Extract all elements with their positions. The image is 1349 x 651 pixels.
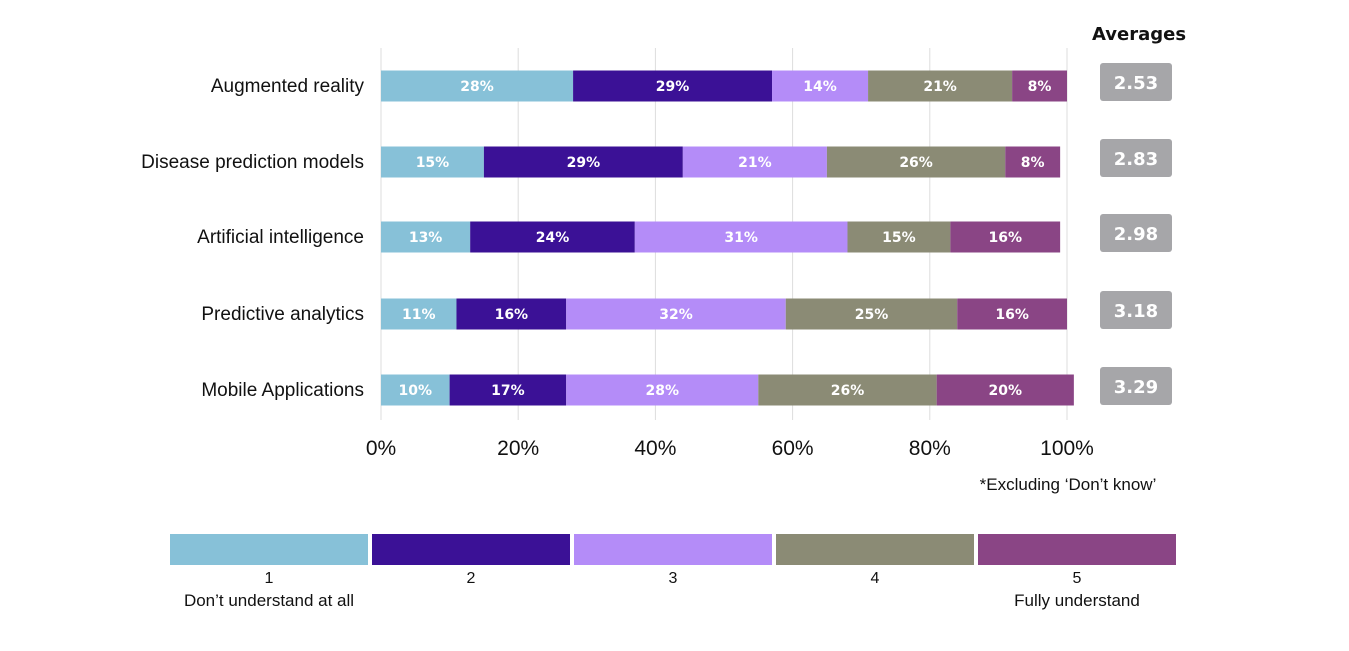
averages-column: 2.53 2.83 2.98 3.18 3.29 (1100, 63, 1172, 405)
legend-swatch (372, 534, 570, 565)
average-value: 3.29 (1114, 377, 1158, 398)
legend-label: 2 (467, 570, 476, 587)
category-label: Augmented reality (211, 76, 365, 97)
bar-segment (1005, 146, 1061, 178)
bar-segment (573, 70, 773, 102)
bar-segment (456, 298, 567, 330)
data-label: 13% (409, 230, 443, 246)
data-label: 16% (495, 307, 529, 323)
data-label: 25% (855, 307, 889, 323)
legend-swatch (170, 534, 368, 565)
legend-high-label: Fully understand (1014, 591, 1140, 610)
legend-label: 4 (871, 570, 880, 587)
x-axis-ticks: 0% 20% 40% 60% 80% 100% (366, 437, 1094, 460)
average-box (1100, 291, 1172, 329)
data-label: 10% (399, 383, 433, 399)
category-label: Disease prediction models (141, 152, 364, 173)
legend-label: 1 (265, 570, 274, 587)
data-label: 31% (724, 230, 758, 246)
average-box (1100, 367, 1172, 405)
data-label: 8% (1021, 155, 1045, 171)
data-label: 21% (923, 79, 957, 95)
bar-segment (566, 298, 786, 330)
legend-label: 5 (1073, 570, 1082, 587)
bar-segment (381, 146, 484, 178)
footnote: *Excluding ‘Don’t know’ (980, 475, 1157, 494)
x-tick-label: 0% (366, 437, 396, 460)
bar-segment (634, 221, 848, 253)
x-tick-label: 80% (909, 437, 951, 460)
bar-segment (868, 70, 1013, 102)
bar-segment (449, 374, 567, 406)
x-tick-label: 100% (1040, 437, 1094, 460)
average-value: 2.53 (1114, 73, 1158, 94)
data-label: 16% (995, 307, 1029, 323)
averages-title: Averages (1092, 24, 1186, 45)
data-label: 29% (656, 79, 690, 95)
average-value: 2.83 (1114, 149, 1158, 170)
data-label: 28% (460, 79, 494, 95)
bars: 28% 29% 14% 21% 8% 15% 29% 21% 26% 8% 13% 24% 31% 15%… (381, 70, 1074, 406)
data-label: 21% (738, 155, 772, 171)
legend-swatch (776, 534, 974, 565)
legend-label: 3 (669, 570, 678, 587)
data-label: 8% (1028, 79, 1052, 95)
average-value: 2.98 (1114, 224, 1158, 245)
data-label: 28% (646, 383, 680, 399)
average-box (1100, 63, 1172, 101)
category-labels: Augmented reality Disease prediction mode… (141, 76, 364, 401)
x-tick-label: 20% (497, 437, 539, 460)
bar-segment (826, 146, 1006, 178)
legend: 1 2 3 4 5 (170, 534, 1176, 587)
bar-segment (1012, 70, 1067, 102)
data-label: 11% (402, 307, 436, 323)
bar-segment (785, 298, 958, 330)
bar-segment (566, 374, 759, 406)
data-label: 15% (882, 230, 916, 246)
data-label: 15% (416, 155, 450, 171)
data-label: 26% (831, 383, 865, 399)
bar-segment (950, 221, 1061, 253)
bar-segment (772, 70, 869, 102)
data-label: 32% (659, 307, 693, 323)
bar-segment (381, 70, 574, 102)
average-box (1100, 139, 1172, 177)
x-tick-label: 40% (634, 437, 676, 460)
category-label: Mobile Applications (201, 380, 364, 401)
data-label: 17% (491, 383, 525, 399)
bar-segment (682, 146, 827, 178)
average-value: 3.18 (1114, 301, 1158, 322)
bar-segment (758, 374, 937, 406)
data-label: 14% (803, 79, 837, 95)
bar-segment (936, 374, 1074, 406)
data-label: 16% (989, 230, 1023, 246)
bar-segment (381, 298, 457, 330)
bar-segment (470, 221, 635, 253)
legend-swatch (978, 534, 1176, 565)
bar-segment (957, 298, 1067, 330)
bar-segment (381, 374, 450, 406)
x-tick-label: 60% (772, 437, 814, 460)
category-label: Artificial intelligence (197, 227, 364, 248)
legend-swatch (574, 534, 772, 565)
bar-segment (847, 221, 951, 253)
legend-low-label: Don’t understand at all (184, 591, 354, 610)
data-label: 29% (567, 155, 601, 171)
data-label: 20% (989, 383, 1023, 399)
bar-segment (381, 221, 471, 253)
data-label: 26% (899, 155, 933, 171)
bar-segment (483, 146, 683, 178)
category-label: Predictive analytics (201, 304, 364, 325)
data-label: 24% (536, 230, 570, 246)
average-box (1100, 214, 1172, 252)
